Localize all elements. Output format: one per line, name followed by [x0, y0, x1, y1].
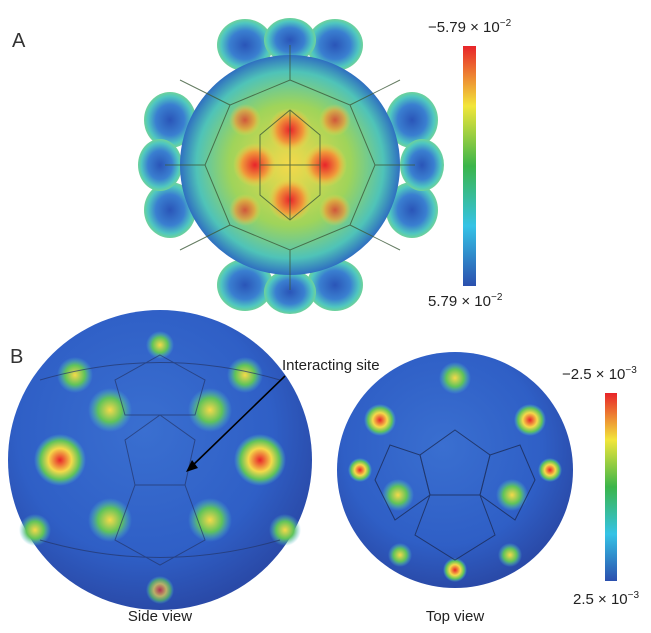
panel-b-side-wireframe [39, 354, 281, 566]
panel-b-label: B [10, 346, 24, 368]
interacting-site-callout: Interacting site [282, 357, 380, 374]
panel-a-color-scale-bar [463, 46, 476, 286]
side-view-caption: Side view [127, 608, 193, 625]
panel-a-scale-bottom-label: 5.79 × 10−2 [428, 292, 503, 310]
panel-b-top-wireframe [374, 429, 536, 561]
panel-b-side-view-surface [8, 310, 312, 610]
callout-arrow [189, 375, 286, 469]
panel-a-wireframe [165, 45, 415, 290]
panel-b-color-scale-bar [605, 393, 617, 581]
panel-a-lobes [138, 18, 444, 314]
panel-b-scale-bottom-label: 2.5 × 10−3 [573, 590, 640, 608]
panel-b-top-view-surface [337, 352, 573, 588]
top-view-caption: Top view [425, 608, 485, 625]
panel-b-scale-top-label: −2.5 × 10−3 [562, 365, 637, 383]
callout-arrowhead [186, 460, 198, 472]
panel-a-scale-top-label: −5.79 × 10−2 [428, 18, 512, 36]
panel-a-label: A [12, 30, 26, 52]
